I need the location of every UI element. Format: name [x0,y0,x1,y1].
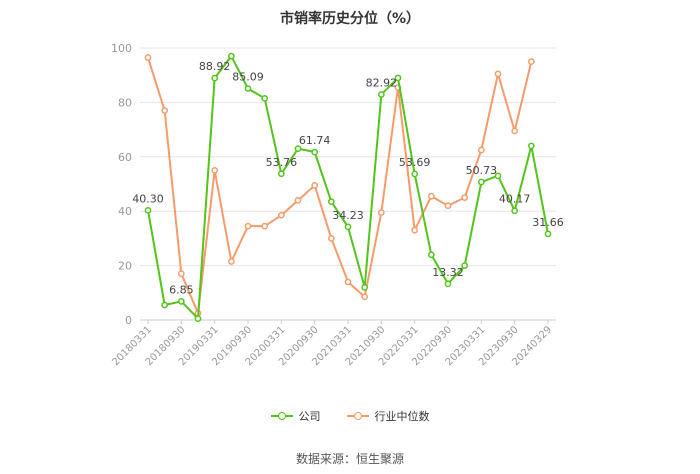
data-point [244,85,252,92]
legend-marker-company [277,412,286,420]
data-point [194,315,202,322]
y-tick-label: 40 [118,205,132,218]
chart-title: 市销率历史分位（%） [279,11,421,27]
data-point [211,167,219,174]
data-point [361,284,369,291]
data-point [161,107,169,114]
data-point [411,226,419,234]
data-point [427,192,435,200]
data-point [227,258,235,265]
data-point [427,251,435,259]
data-point [344,278,352,286]
data-point [527,142,535,150]
data-point [177,270,185,278]
data-point [377,91,385,98]
legend-label-company: 公司 [298,410,321,423]
data-point [161,301,169,309]
data-point [344,223,352,231]
data-point [244,222,252,230]
data-point [277,211,285,219]
data-label: 61.74 [299,134,331,147]
data-label: 82.92 [366,76,398,89]
y-tick-label: 0 [125,314,132,327]
data-point [511,207,519,215]
y-axis-ticks: 0 20 40 60 80 100 [111,42,132,327]
legend-item-company[interactable]: 公司 [270,408,321,424]
data-point [544,230,552,238]
y-tick-label: 100 [111,42,132,55]
data-point [377,209,385,216]
legend-item-industry[interactable]: 行业中位数 [346,408,430,424]
series-layer [144,52,552,322]
legend-label-industry: 行业中位数 [374,410,430,423]
data-point [294,196,302,204]
data-label: 40.17 [499,193,531,206]
data-label: 53.76 [266,156,298,169]
data-point [261,94,269,102]
legend: 公司 行业中位数 [0,408,700,424]
data-point [494,172,502,180]
y-tick-label: 80 [118,96,132,109]
data-point [144,54,152,61]
data-point [261,222,269,230]
data-point [294,145,302,152]
y-tick-label: 60 [118,151,132,164]
source-note: 数据来源：恒生聚源 [295,452,404,466]
data-point [477,178,485,186]
data-point [444,280,452,288]
legend-swatch-industry [346,411,369,421]
data-label: 6.85 [169,283,194,296]
data-point [311,148,319,156]
data-point [177,298,185,305]
data-label: 34.23 [332,209,364,222]
data-label: 40.30 [132,192,164,205]
legend-marker-industry [353,412,362,420]
data-point [361,293,369,301]
data-label: 53.69 [399,156,431,169]
data-point [394,74,402,82]
data-point [511,127,519,135]
data-point [494,70,502,78]
legend-swatch-company [270,411,293,421]
y-tick-label: 20 [118,260,132,273]
data-label: 50.73 [466,164,498,177]
data-point [211,74,219,82]
data-point [327,198,335,206]
data-point [311,182,319,189]
data-point [461,262,469,269]
data-point [461,194,469,201]
data-point [411,170,419,178]
data-point [277,170,285,178]
data-point [477,146,485,154]
data-point [327,235,335,242]
data-label: 85.09 [232,71,264,84]
x-axis-ticks: 2018033120180930201903312019093020200331… [110,320,554,368]
data-point [144,207,152,214]
data-point [444,202,452,210]
data-point [527,58,535,65]
data-label: 13.32 [432,266,464,279]
series-line-1 [147,57,533,315]
data-point [227,52,235,60]
data-label: 88.92 [199,60,231,73]
data-label: 31.66 [532,216,564,229]
